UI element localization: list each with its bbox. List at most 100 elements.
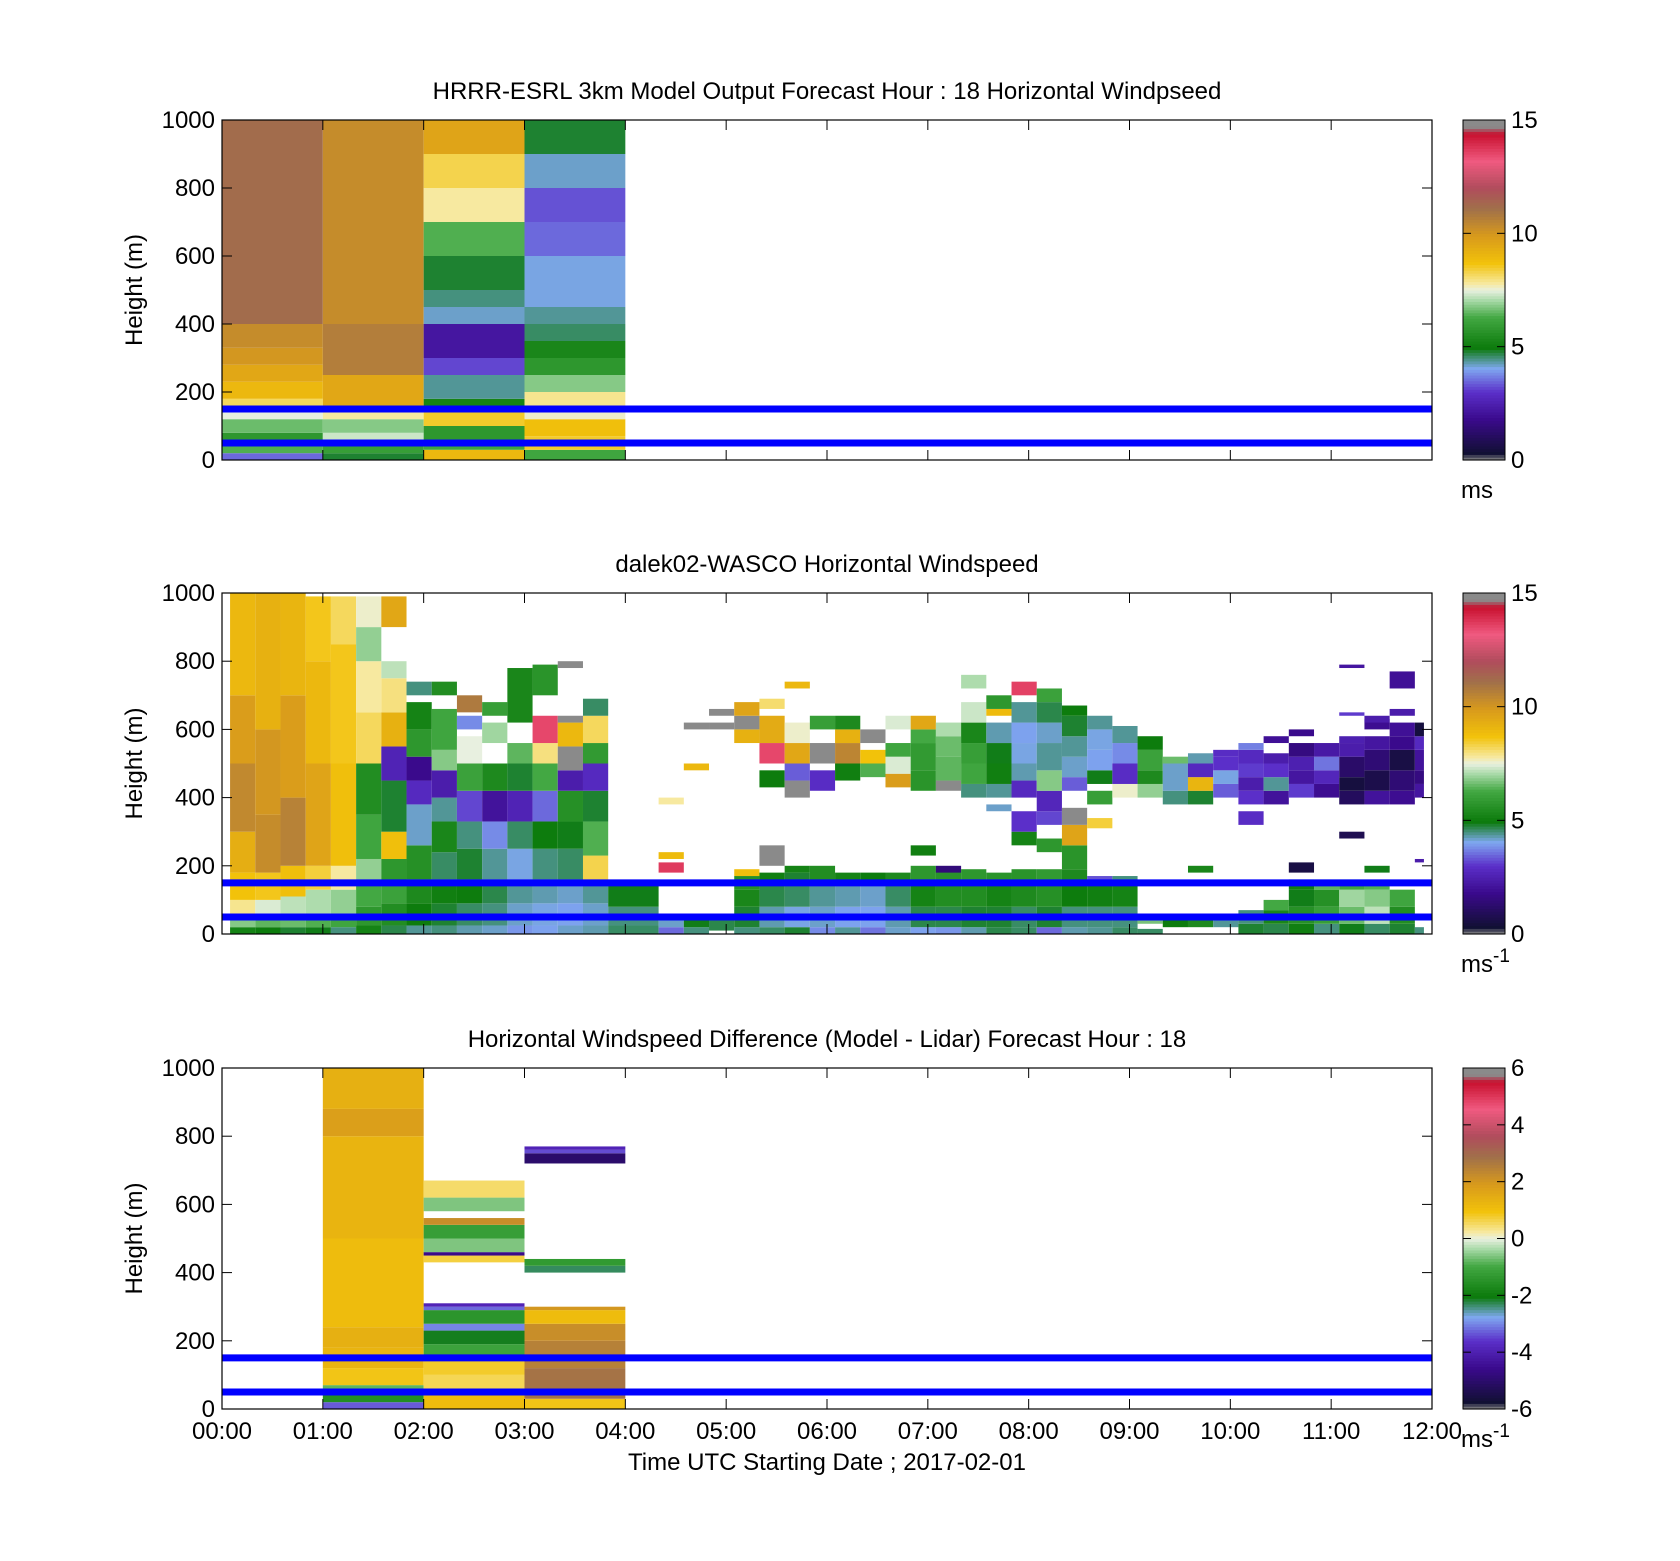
y-tick-label: 200 [175, 379, 215, 406]
x-tick-label: 10:00 [1200, 1418, 1260, 1445]
colorbar-segment [1463, 1326, 1505, 1331]
heatmap-cell [1414, 770, 1424, 784]
colorbar-segment [1463, 919, 1505, 924]
colorbar-segment [1463, 1153, 1505, 1157]
colorbar-segment [1463, 649, 1505, 654]
colorbar-segment [1463, 355, 1505, 359]
colorbar-segment [1463, 905, 1505, 910]
heatmap-cell [1364, 749, 1390, 771]
heatmap-cell [1238, 811, 1264, 825]
heatmap-cell [423, 154, 525, 188]
colorbar-segment [1463, 1352, 1505, 1356]
heatmap-cell [423, 1395, 525, 1409]
colorbar-segment [1463, 1320, 1505, 1325]
colorbar-segment [1463, 837, 1505, 841]
colorbar-segment [1463, 735, 1505, 739]
colorbar-segment [1463, 1360, 1505, 1365]
heatmap-cell [961, 674, 987, 689]
heatmap-cell [1162, 763, 1188, 791]
colorbar-segment [1463, 307, 1505, 311]
colorbar-unit: ms-1 [1461, 946, 1510, 978]
colorbar-segment [1463, 826, 1505, 830]
colorbar-segment [1463, 769, 1505, 773]
colorbar-segment [1463, 219, 1505, 223]
colorbar-segment [1463, 925, 1505, 929]
heatmap-cell [322, 1136, 424, 1239]
heatmap-cell [1087, 770, 1113, 784]
colorbar-tick-label: 15 [1511, 580, 1538, 607]
heatmap-cell [557, 715, 583, 723]
heatmap-cell [406, 925, 432, 934]
colorbar-segment [1463, 1312, 1505, 1316]
colorbar-segment [1463, 250, 1505, 254]
colorbar-segment [1463, 1329, 1505, 1333]
heatmap-cell [280, 695, 306, 798]
colorbar-segment [1463, 437, 1505, 441]
heatmap-cell [1339, 831, 1365, 839]
colorbar-segment [1463, 176, 1505, 181]
heatmap-cell [305, 763, 331, 866]
colorbar-segment [1463, 292, 1505, 297]
colorbar-segment [1463, 595, 1505, 600]
heatmap-cell [734, 729, 760, 744]
heatmap-cell [784, 882, 810, 907]
heatmap-cell [524, 1323, 626, 1341]
colorbar-segment [1463, 689, 1505, 694]
colorbar-segment [1463, 128, 1505, 132]
heatmap-cell [1213, 783, 1239, 798]
heatmap-cell [1288, 923, 1315, 934]
y-tick-label: 800 [175, 175, 215, 202]
colorbar-segment [1463, 125, 1505, 130]
heatmap-cell [709, 722, 735, 730]
heatmap-cell [986, 872, 1012, 883]
heatmap-cell [885, 715, 911, 730]
colorbar-segment [1463, 270, 1505, 274]
heatmap-cell [1187, 920, 1214, 928]
heatmap-cell [356, 712, 382, 764]
heatmap-cell [910, 743, 936, 771]
heatmap-cell [524, 1306, 626, 1311]
x-tick-label: 06:00 [797, 1418, 857, 1445]
heatmap-cell [532, 848, 558, 880]
heatmap-cell [910, 927, 936, 934]
colorbar-segment [1463, 777, 1505, 782]
heatmap-cell [1389, 671, 1415, 689]
colorbar-segment [1463, 1127, 1505, 1132]
heatmap-cell [1238, 923, 1264, 934]
colorbar-segment [1463, 1096, 1505, 1100]
colorbar-segment [1463, 1372, 1505, 1376]
colorbar-segment [1463, 678, 1505, 682]
heatmap-cell [507, 821, 533, 849]
colorbar-tick-label: 0 [1511, 447, 1524, 474]
heatmap-cell [230, 927, 256, 934]
heatmap-cell [658, 797, 684, 805]
heatmap-cell [322, 1402, 424, 1409]
colorbar: -6 -4 -2 0 2 4 6 ms-1 [1461, 1055, 1532, 1453]
heatmap-cell [1036, 743, 1062, 771]
heatmap-cell [322, 432, 424, 443]
y-tick-label: 800 [175, 1123, 215, 1150]
colorbar-unit: ms [1461, 477, 1493, 504]
heatmap-cell [507, 848, 533, 880]
heatmap-cell [1036, 770, 1062, 791]
heatmap-cell [759, 882, 785, 907]
colorbar-segment [1463, 1391, 1505, 1396]
colorbar-segment [1463, 1207, 1505, 1211]
heatmap-cell [1389, 770, 1415, 791]
colorbar-segment [1463, 635, 1505, 640]
heatmap-cell [759, 698, 785, 709]
colorbar-segment [1463, 1309, 1505, 1313]
colorbar-segment [1463, 891, 1505, 895]
colorbar-segment [1463, 1068, 1505, 1072]
colorbar-segment [1463, 411, 1505, 416]
heatmap-cell [1011, 702, 1037, 723]
colorbar-segment [1463, 1085, 1505, 1089]
heatmap-cell [986, 927, 1012, 934]
colorbar-segment [1463, 593, 1505, 597]
heatmap-cell [524, 358, 626, 375]
heatmap-cell [1339, 790, 1365, 805]
colorbar-segment [1463, 1258, 1505, 1262]
heatmap-cell [431, 749, 457, 771]
colorbar-segment [1463, 1349, 1505, 1353]
